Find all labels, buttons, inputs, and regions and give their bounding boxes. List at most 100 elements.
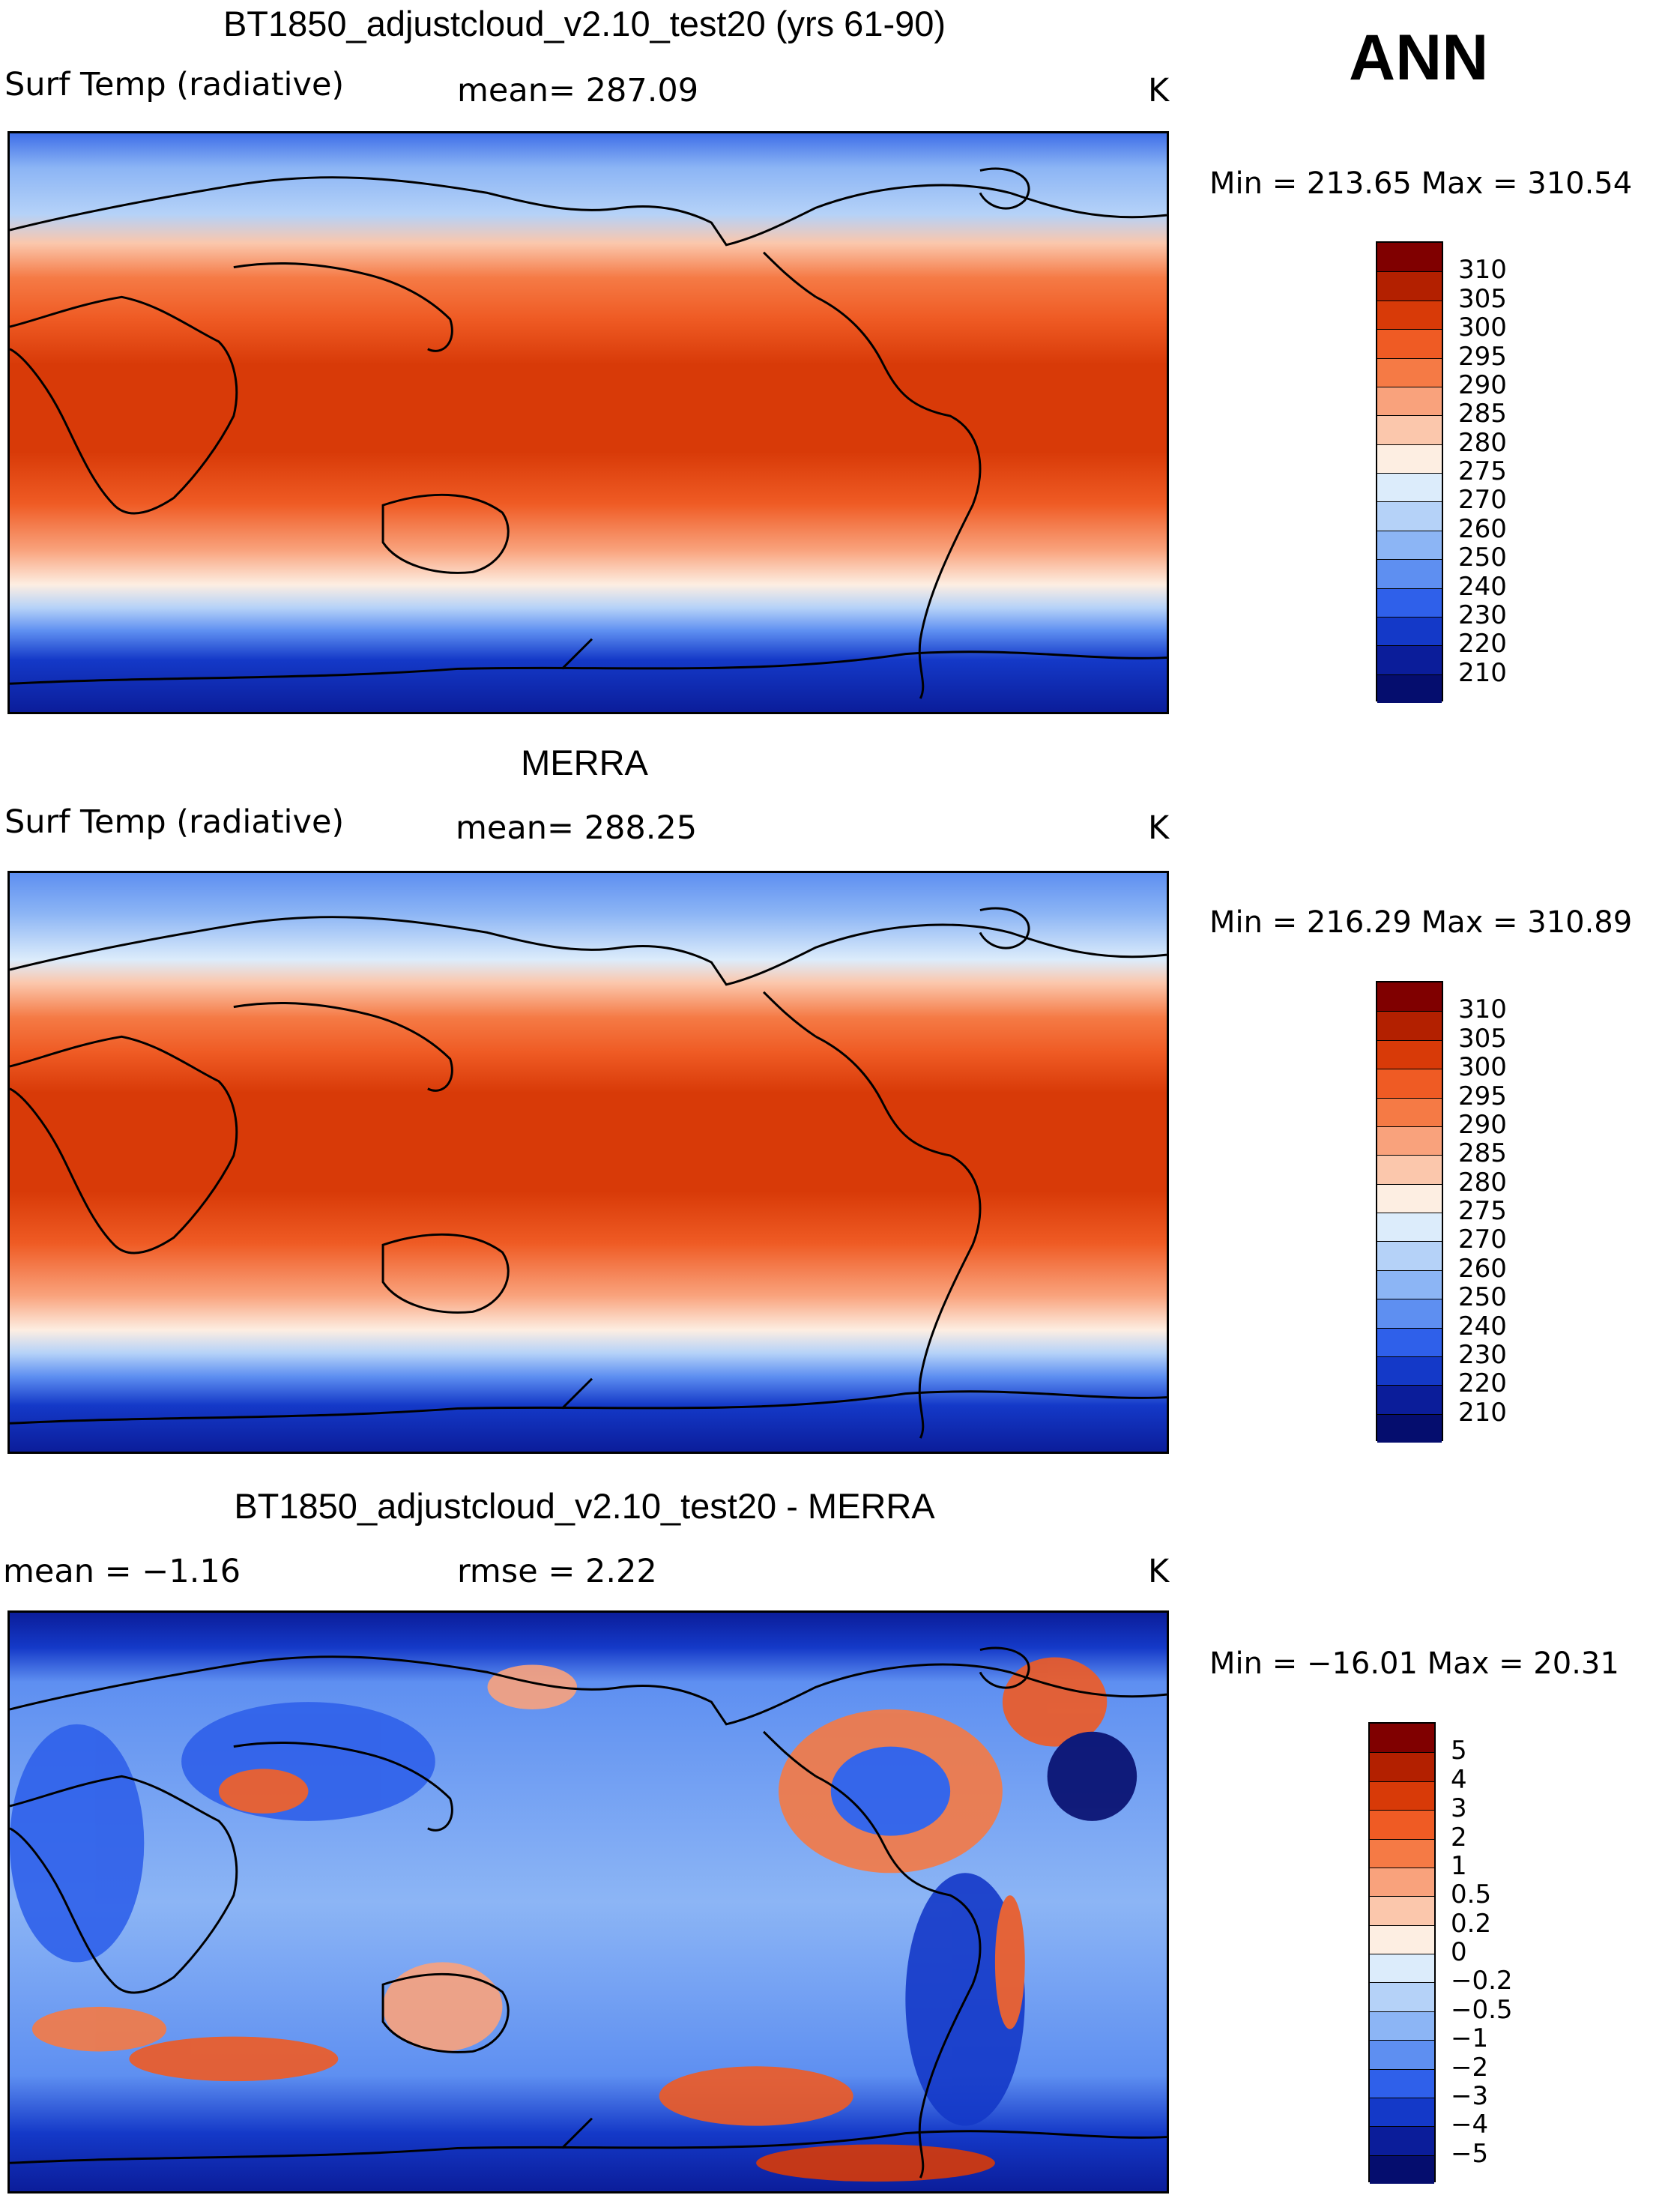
colorbar-tick-label: 275: [1458, 456, 1507, 486]
colorbar-tick-label: 310: [1458, 255, 1507, 286]
colorbar-segment: [1377, 386, 1442, 416]
colorbar-segment: [1377, 1011, 1442, 1040]
colorbar-segment: [1370, 1896, 1434, 1925]
panel-2-map: [7, 871, 1169, 1454]
panel-3-map: [7, 1610, 1169, 2194]
colorbar-segment: [1377, 1183, 1442, 1213]
colorbar-segment: [1377, 588, 1442, 617]
panel-1-variable-label: Surf Temp (radiative): [4, 66, 345, 103]
panel-3-title: BT1850_adjustcloud_v2.10_test20 - MERRA: [234, 1486, 935, 1526]
colorbar-segment: [1377, 444, 1442, 473]
colorbar-segment: [1377, 243, 1442, 272]
colorbar-segment: [1377, 1327, 1442, 1356]
colorbar-segment: [1377, 415, 1442, 444]
colorbar-tick-label: −2: [1451, 2052, 1489, 2083]
colorbar-tick-label: 210: [1458, 657, 1507, 688]
colorbar-tick-label: 280: [1458, 427, 1507, 458]
panel-2-title: MERRA: [521, 743, 648, 782]
colorbar-tick-label: 1: [1451, 1850, 1467, 1881]
colorbar-segment: [1370, 1810, 1434, 1839]
panel-3-coastlines: [10, 1646, 1167, 2179]
colorbar-segment: [1370, 2011, 1434, 2041]
colorbar-tick-label: 275: [1458, 1196, 1507, 1226]
colorbar-segment: [1377, 501, 1442, 531]
colorbar-segment: [1370, 2097, 1434, 2127]
colorbar-segment: [1377, 674, 1442, 703]
colorbar-tick-label: 260: [1458, 1253, 1507, 1284]
panel-2-mean-label: mean= 288.25: [456, 809, 698, 847]
colorbar-tick-label: 300: [1458, 1052, 1507, 1083]
colorbar-tick-label: 210: [1458, 1397, 1507, 1428]
panel-1-units: K: [1148, 72, 1170, 109]
panel-3-minmax: Min = −16.01 Max = 20.31: [1209, 1646, 1619, 1681]
colorbar-tick-label: 270: [1458, 1225, 1507, 1255]
colorbar-segment: [1377, 1069, 1442, 1098]
panel-3-units: K: [1148, 1553, 1170, 1590]
colorbar-tick-label: 230: [1458, 600, 1507, 630]
panel-1-minmax: Min = 213.65 Max = 310.54: [1209, 166, 1633, 201]
colorbar-tick-label: 3: [1451, 1793, 1467, 1824]
colorbar-segment: [1370, 1781, 1434, 1811]
colorbar-segment: [1377, 329, 1442, 358]
colorbar-tick-label: 0: [1451, 1937, 1467, 1967]
colorbar-segment: [1370, 1752, 1434, 1781]
colorbar-segment: [1370, 1924, 1434, 1954]
colorbar-segment: [1377, 616, 1442, 646]
colorbar-segment: [1377, 473, 1442, 502]
colorbar-segment: [1370, 1954, 1434, 1983]
colorbar-tick-label: 295: [1458, 341, 1507, 372]
colorbar-segment: [1377, 1413, 1442, 1443]
colorbar-tick-label: 280: [1458, 1167, 1507, 1198]
colorbar-tick-label: 240: [1458, 1311, 1507, 1341]
panel-1-title: BT1850_adjustcloud_v2.10_test20 (yrs 61-…: [223, 4, 946, 43]
colorbar-segment: [1377, 1269, 1442, 1299]
panel-2-variable-label: Surf Temp (radiative): [4, 803, 345, 841]
panel-3-mean-label: mean = −1.16: [3, 1553, 241, 1590]
colorbar-tick-label: 290: [1458, 369, 1507, 400]
colorbar-segment: [1377, 559, 1442, 588]
colorbar-segment: [1377, 982, 1442, 1012]
panel-1-coastlines: [10, 167, 1167, 699]
colorbar-tick-label: 285: [1458, 399, 1507, 429]
colorbar-segment: [1370, 2068, 1434, 2098]
colorbar-segment: [1377, 271, 1442, 301]
colorbar-segment: [1370, 1982, 1434, 2011]
colorbar-tick-label: 250: [1458, 1282, 1507, 1313]
colorbar-tick-label: 270: [1458, 485, 1507, 516]
colorbar-tick-label: 260: [1458, 513, 1507, 544]
colorbar-segment: [1377, 1097, 1442, 1126]
colorbar-tick-label: −1: [1451, 2023, 1489, 2054]
colorbar-tick-label: −0.5: [1451, 1994, 1513, 2025]
colorbar-tick-label: 300: [1458, 313, 1507, 343]
colorbar-segment: [1377, 530, 1442, 560]
season-label: ANN: [1349, 22, 1489, 94]
panel-2-coastlines: [10, 907, 1167, 1439]
colorbar-tick-label: −0.2: [1451, 1966, 1513, 1996]
panel-3-rmse-label: rmse = 2.22: [457, 1553, 657, 1590]
colorbar-tick-label: 295: [1458, 1081, 1507, 1111]
colorbar-segment: [1370, 1867, 1434, 1897]
panel-1-colorbar-box: [1376, 241, 1443, 703]
colorbar-tick-label: 220: [1458, 1368, 1507, 1399]
colorbar-tick-label: 230: [1458, 1339, 1507, 1370]
panel-2-minmax: Min = 216.29 Max = 310.89: [1209, 905, 1633, 940]
colorbar-tick-label: 310: [1458, 994, 1507, 1025]
colorbar-tick-label: 0.5: [1451, 1880, 1492, 1910]
panel-2-units: K: [1148, 809, 1170, 847]
colorbar-tick-label: 250: [1458, 543, 1507, 573]
colorbar-segment: [1377, 1126, 1442, 1156]
colorbar-segment: [1377, 1155, 1442, 1184]
colorbar-segment: [1370, 2040, 1434, 2069]
colorbar-tick-label: 2: [1451, 1822, 1467, 1853]
colorbar-segment: [1377, 1039, 1442, 1069]
colorbar-segment: [1370, 1838, 1434, 1868]
colorbar-segment: [1377, 1385, 1442, 1414]
colorbar-segment: [1377, 645, 1442, 674]
panel-1-map: [7, 131, 1169, 714]
colorbar-tick-label: 305: [1458, 1023, 1507, 1054]
colorbar-tick-label: 220: [1458, 629, 1507, 659]
colorbar-tick-label: −4: [1451, 2110, 1489, 2140]
colorbar-segment: [1377, 1241, 1442, 1270]
colorbar-tick-label: 305: [1458, 283, 1507, 314]
colorbar-tick-label: 4: [1451, 1764, 1467, 1795]
